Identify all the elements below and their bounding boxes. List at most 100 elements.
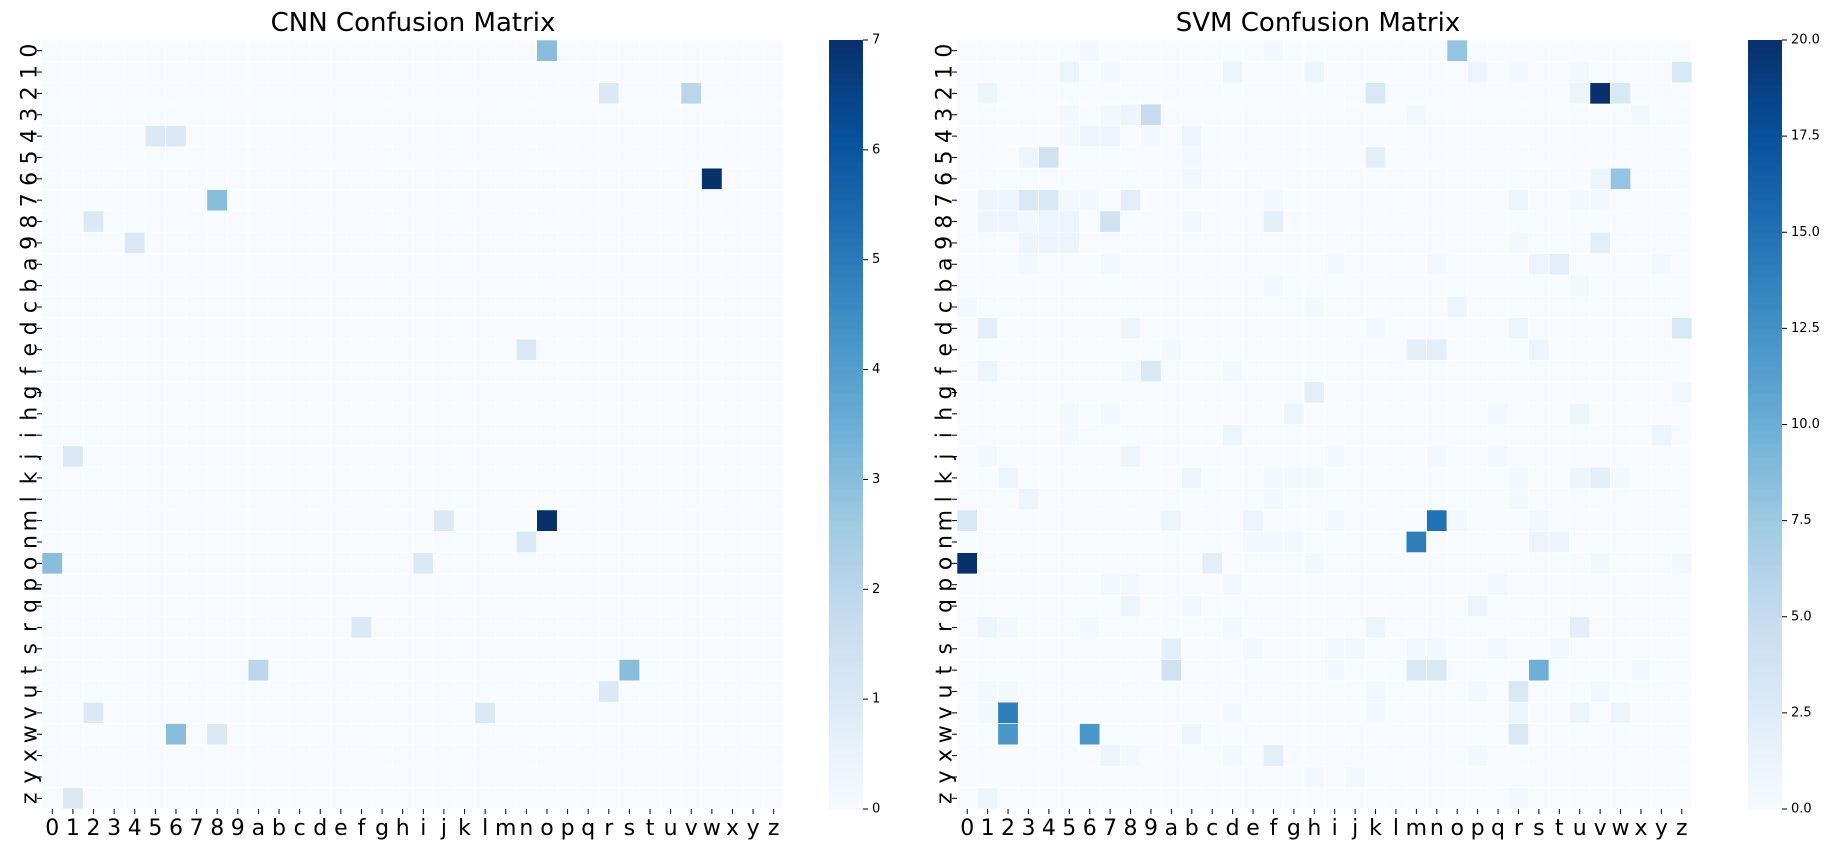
- svm-cell-8-d: [1222, 210, 1244, 233]
- svm-cell-z-u: [1569, 787, 1591, 810]
- svm-colorbar-segment: [1748, 129, 1782, 137]
- svm-colorbar-segment: [1748, 116, 1782, 124]
- svm-cell-q-a: [1160, 595, 1182, 618]
- svm-cell-6-q: [1487, 167, 1509, 190]
- cnn-cell-8-c: [289, 210, 311, 233]
- cnn-cell-p-c: [289, 573, 311, 596]
- cnn-cell-j-l: [474, 445, 496, 468]
- cnn-cell-r-h: [392, 616, 414, 639]
- cnn-cell-z-v: [680, 787, 702, 810]
- svm-cell-4-o: [1446, 125, 1468, 148]
- svm-cell-n-q: [1487, 531, 1509, 553]
- cnn-cell-g-1: [62, 381, 84, 404]
- cnn-cell-6-3: [103, 167, 125, 190]
- cnn-colorbar-segment: [829, 373, 863, 381]
- svm-cell-6-z: [1671, 167, 1693, 190]
- cnn-cell-v-j: [433, 701, 455, 724]
- svm-cell-d-p: [1467, 317, 1489, 340]
- cnn-cell-6-w: [701, 167, 723, 190]
- svm-cell-e-3: [1017, 338, 1039, 361]
- cnn-cell-j-1: [62, 445, 84, 468]
- cnn-cell-u-0: [41, 680, 63, 703]
- svm-cell-f-8: [1120, 360, 1142, 383]
- cnn-cell-x-l: [474, 744, 496, 767]
- svm-cell-b-w: [1610, 274, 1632, 297]
- cnn-colorbar-segment: [829, 725, 863, 733]
- cnn-cell-j-f: [350, 445, 373, 468]
- cnn-cell-x-o: [536, 744, 558, 767]
- svm-colorbar-segment: [1748, 104, 1782, 112]
- svm-cell-3-v: [1589, 103, 1611, 126]
- cnn-cell-y-t: [639, 765, 661, 788]
- cnn-cell-0-p: [556, 39, 579, 62]
- svm-cell-z-2: [997, 787, 1019, 810]
- svm-cell-t-o: [1446, 659, 1468, 682]
- cnn-cell-1-y: [742, 61, 764, 84]
- cnn-cell-a-1: [62, 253, 84, 276]
- svm-cell-p-5: [1058, 573, 1080, 596]
- svm-cell-f-w: [1610, 360, 1632, 383]
- svm-cell-s-j: [1344, 637, 1366, 660]
- svm-cell-2-q: [1487, 82, 1509, 105]
- cnn-cell-m-q: [577, 509, 599, 532]
- cnn-cell-c-5: [144, 296, 166, 318]
- cnn-colorbar-segment: [829, 424, 863, 432]
- cnn-cell-q-q: [577, 595, 599, 618]
- svm-cell-3-2: [997, 103, 1019, 126]
- cnn-cell-i-y: [742, 424, 764, 447]
- svm-cell-r-o: [1446, 616, 1468, 639]
- svm-cell-n-8: [1120, 531, 1142, 553]
- svm-cell-u-l: [1385, 680, 1407, 703]
- svm-cell-4-2: [997, 125, 1019, 148]
- cnn-cell-0-e: [330, 39, 352, 62]
- cnn-cell-p-i: [412, 573, 434, 596]
- svm-cell-d-e: [1242, 317, 1264, 340]
- cnn-cell-b-7: [185, 274, 208, 297]
- svm-cell-l-2: [997, 488, 1019, 511]
- cnn-cell-z-c: [289, 787, 311, 810]
- cnn-cell-x-1: [62, 744, 84, 767]
- svm-cell-r-p: [1467, 616, 1489, 639]
- cnn-cell-e-x: [721, 338, 744, 361]
- svm-colorbar-segment: [1748, 501, 1782, 509]
- cnn-cell-m-a: [247, 509, 270, 532]
- cnn-cell-h-g: [371, 402, 393, 425]
- cnn-cell-2-u: [660, 82, 682, 105]
- svm-cell-i-l: [1385, 424, 1407, 447]
- cnn-x-tick-label: j: [440, 816, 447, 841]
- svm-cell-0-u: [1569, 39, 1591, 62]
- cnn-cell-e-m: [495, 338, 517, 361]
- cnn-cell-d-8: [206, 317, 228, 340]
- svm-cell-b-7: [1099, 274, 1121, 297]
- svm-cell-d-x: [1630, 317, 1652, 340]
- cnn-cell-a-8: [206, 253, 228, 276]
- cnn-cell-u-f: [350, 680, 373, 703]
- cnn-cell-a-w: [701, 253, 723, 276]
- cnn-cell-l-7: [185, 488, 208, 511]
- svm-cell-z-m: [1405, 787, 1427, 810]
- cnn-cell-y-9: [227, 765, 249, 788]
- svm-cell-1-z: [1671, 61, 1693, 84]
- cnn-colorbar-segment: [829, 386, 863, 394]
- svm-cell-s-t: [1548, 637, 1570, 660]
- svm-cell-1-6: [1079, 61, 1101, 84]
- svm-cell-z-6: [1079, 787, 1101, 810]
- cnn-cell-i-b: [268, 424, 290, 447]
- cnn-cell-f-f: [350, 360, 373, 383]
- cnn-colorbar-segment: [829, 674, 863, 682]
- cnn-cell-8-o: [536, 210, 558, 233]
- cnn-cell-5-a: [247, 146, 270, 169]
- svm-cell-4-3: [1017, 125, 1039, 148]
- cnn-cell-v-s: [618, 701, 641, 724]
- cnn-x-tick-label: 4: [128, 816, 142, 841]
- svm-cell-s-s: [1528, 637, 1550, 660]
- cnn-cell-j-s: [618, 445, 641, 468]
- cnn-y-tick-label: r: [18, 622, 43, 632]
- svm-cell-t-7: [1099, 659, 1121, 682]
- svm-cell-7-n: [1426, 189, 1448, 212]
- svm-cell-x-b: [1181, 744, 1203, 767]
- cnn-cell-4-k: [453, 125, 476, 148]
- svm-cell-n-h: [1303, 531, 1325, 553]
- svm-cell-p-8: [1120, 573, 1142, 596]
